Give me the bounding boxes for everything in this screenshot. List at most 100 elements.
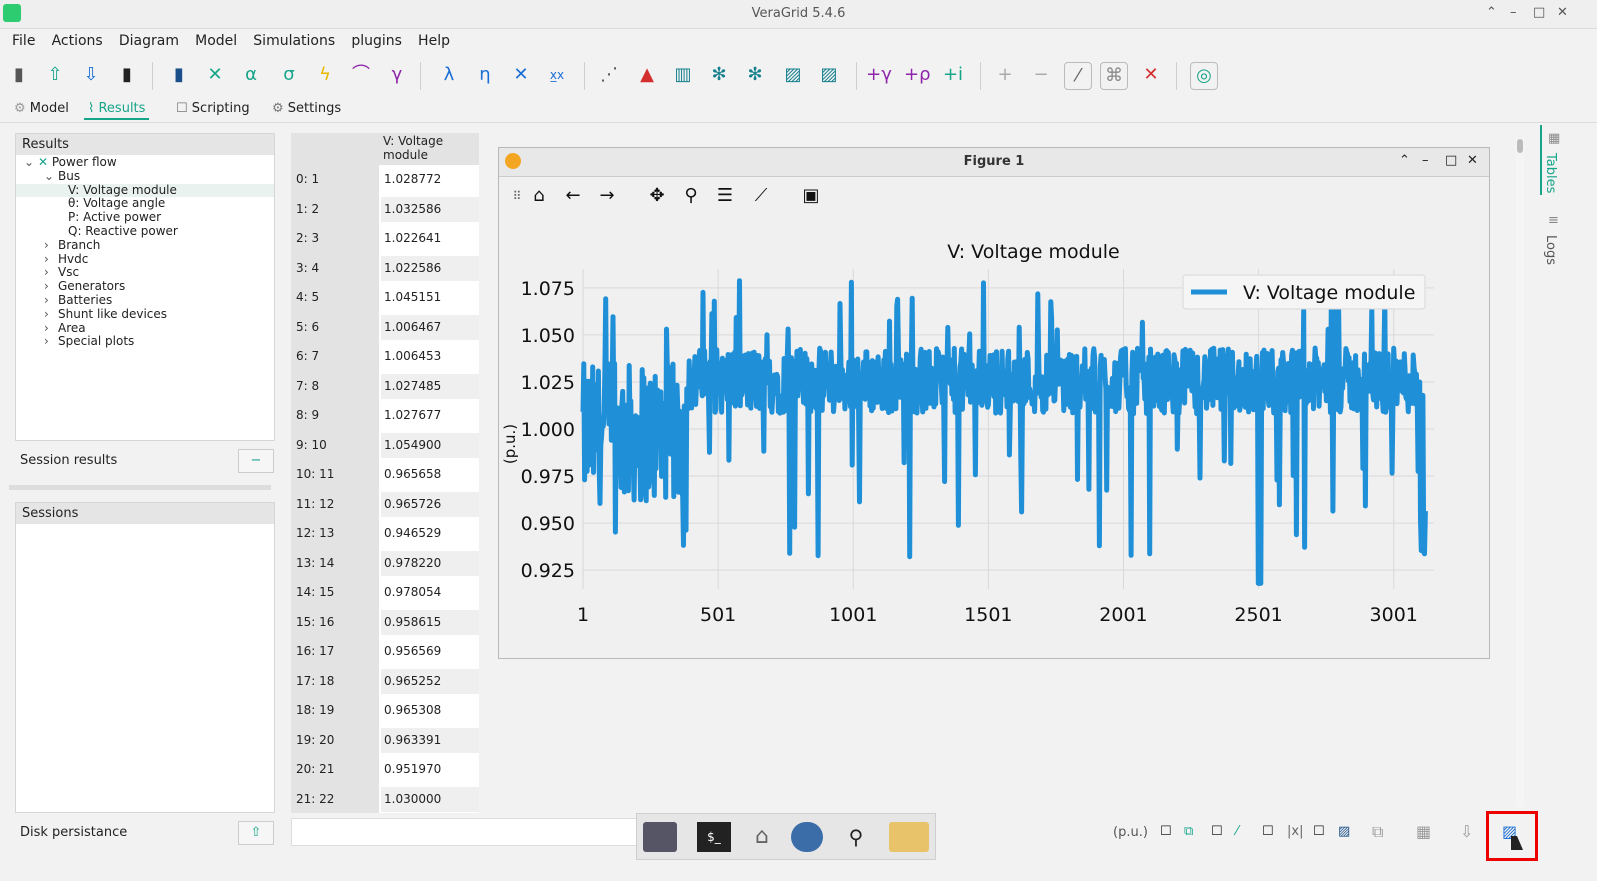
menu-model[interactable]: Model [195, 33, 238, 49]
figure-up-icon[interactable]: ⌃ [1399, 153, 1410, 168]
line-tool-icon[interactable]: ⁄ [1064, 62, 1092, 90]
tree-item[interactable]: › Vsc [16, 265, 274, 280]
cell-value[interactable]: 0.978054 [381, 580, 479, 606]
table-row[interactable]: 2: 3 1.022641 [291, 224, 479, 254]
tree-item[interactable]: ⌄ Bus [16, 168, 274, 184]
save-figure-icon[interactable]: ▣ [802, 185, 820, 206]
table-row[interactable]: 1: 2 1.032586 [291, 194, 479, 224]
chevron-right-icon[interactable]: › [44, 334, 49, 349]
remove-session-button[interactable]: − [238, 449, 274, 473]
table-row[interactable]: 0: 1 1.028772 [291, 165, 479, 195]
curve-icon[interactable]: ⌒ [352, 64, 370, 85]
chevron-right-icon[interactable]: › [44, 251, 49, 266]
distribution-icon[interactable]: ▲ [640, 64, 654, 85]
tree-item[interactable]: θ: Voltage angle [16, 196, 274, 211]
scatter-icon[interactable]: ⋰ [600, 64, 618, 85]
terminal-icon[interactable]: $_ [697, 822, 731, 852]
cell-value[interactable]: 1.045151 [381, 285, 479, 311]
cell-value[interactable]: 0.978220 [381, 550, 479, 576]
cross-icon[interactable]: ✕ [513, 64, 529, 85]
maximize-icon[interactable]: □ [1533, 5, 1546, 20]
chevron-down-icon[interactable]: ⌄ [44, 168, 55, 183]
table-row[interactable]: 12: 13 0.946529 [291, 519, 479, 549]
table-row[interactable]: 17: 18 0.965252 [291, 666, 479, 696]
cell-value[interactable]: 1.027485 [381, 373, 479, 399]
columns-icon[interactable]: ▥ [674, 64, 692, 85]
tree-item[interactable]: › Branch [16, 238, 274, 253]
grid-icon[interactable]: ▦ [1416, 822, 1432, 841]
home-folder-icon[interactable]: ⌂ [755, 824, 769, 849]
tree-item[interactable]: › Area [16, 320, 274, 336]
zoom-in-icon[interactable]: + [997, 64, 1013, 85]
cell-value[interactable]: 0.958615 [381, 609, 479, 635]
eta-icon[interactable]: η [479, 64, 491, 85]
close-file-icon[interactable]: ▮ [122, 64, 132, 85]
browser-icon[interactable] [791, 822, 823, 852]
checkbox-4[interactable]: ☐ [1313, 824, 1325, 839]
checkbox-2[interactable]: ☐ [1211, 824, 1223, 839]
time-series-icon[interactable]: x̲x [549, 68, 565, 82]
cell-value[interactable]: 1.054900 [381, 432, 479, 458]
table-row[interactable]: 11: 12 0.965726 [291, 489, 479, 519]
cell-value[interactable]: 1.032586 [381, 196, 479, 222]
tree-item[interactable]: › Batteries [16, 292, 274, 308]
splitter[interactable] [9, 485, 271, 490]
cell-value[interactable]: 0.965658 [381, 462, 479, 488]
figure-close-icon[interactable]: ✕ [1467, 153, 1478, 168]
cell-value[interactable]: 1.022586 [381, 255, 479, 281]
table-row[interactable]: 20: 21 0.951970 [291, 755, 479, 785]
menu-help[interactable]: Help [418, 33, 450, 49]
menu-plugins[interactable]: plugins [351, 33, 402, 49]
map-icon[interactable]: ⌘ [1100, 62, 1128, 90]
cell-value[interactable]: 0.951970 [381, 757, 479, 783]
tree-item[interactable]: P: Active power [16, 210, 274, 225]
i-plus-icon[interactable]: +i [942, 64, 964, 85]
tree-item[interactable]: V: Voltage module [16, 183, 274, 198]
figure-maximize-icon[interactable]: □ [1445, 153, 1458, 168]
download-icon[interactable]: ⇩ [1460, 822, 1474, 841]
cell-value[interactable]: 0.956569 [381, 639, 479, 665]
tree-item[interactable]: › Hvdc [16, 251, 274, 267]
menu-actions[interactable]: Actions [51, 33, 103, 49]
menu-diagram[interactable]: Diagram [118, 33, 179, 49]
close-icon[interactable]: ✕ [1557, 5, 1568, 20]
checkbox-3[interactable]: ☐ [1262, 824, 1274, 839]
tree-item[interactable]: ⌄ ✕ Power flow [16, 155, 274, 170]
cluster-icon[interactable]: ✻ [747, 64, 763, 85]
window-up-icon[interactable]: ⌃ [1486, 5, 1497, 20]
table-row[interactable]: 10: 11 0.965658 [291, 460, 479, 490]
save-file-icon[interactable]: ⇩ [83, 64, 99, 85]
pan-icon[interactable]: ✥ [649, 185, 665, 206]
gamma-icon[interactable]: γ [391, 64, 403, 85]
chevron-right-icon[interactable]: › [44, 292, 49, 307]
table-row[interactable]: 5: 6 1.006467 [291, 312, 479, 342]
subplots-icon[interactable]: ☰ [716, 185, 734, 206]
cell-value[interactable]: 0.965252 [381, 668, 479, 694]
filter-input[interactable] [291, 818, 638, 846]
cell-value[interactable]: 0.965726 [381, 491, 479, 517]
chevron-right-icon[interactable]: › [44, 320, 49, 335]
forward-icon[interactable]: → [599, 185, 615, 206]
chevron-down-icon[interactable]: ⌄ [24, 155, 35, 169]
cell-value[interactable]: 0.963391 [381, 727, 479, 753]
bar-chart-icon[interactable]: ▮ [174, 64, 184, 85]
cell-value[interactable]: 1.006453 [381, 344, 479, 370]
edit-axes-icon[interactable]: ⟋ [754, 185, 768, 206]
copy-icon[interactable]: ⧉ [1372, 822, 1384, 841]
vertical-scrollbar[interactable] [1516, 137, 1524, 807]
chevron-right-icon[interactable]: › [44, 265, 49, 280]
screenshot-icon[interactable]: ◎ [1190, 62, 1218, 90]
folder-icon[interactable] [889, 822, 929, 852]
new-file-icon[interactable]: ▮ [14, 64, 24, 85]
terminal-window-icon[interactable] [643, 822, 677, 852]
menu-simulations[interactable]: Simulations [253, 33, 336, 49]
zoom-icon[interactable]: ⚲ [684, 185, 698, 206]
cell-value[interactable]: 1.006467 [381, 314, 479, 340]
menu-file[interactable]: File [12, 33, 36, 49]
table-row[interactable]: 8: 9 1.027677 [291, 401, 479, 431]
tab-logs[interactable]: Logs [1543, 235, 1558, 265]
table-row[interactable]: 3: 4 1.022586 [291, 253, 479, 283]
cell-value[interactable]: 1.028772 [381, 167, 479, 193]
drag-handle-icon[interactable]: ⠿ [512, 189, 522, 203]
checkbox-1[interactable]: ☐ [1160, 824, 1172, 839]
